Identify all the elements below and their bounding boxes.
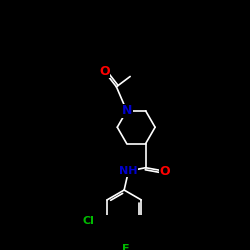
Text: O: O [99,65,110,78]
Text: F: F [122,244,130,250]
Text: O: O [159,165,170,178]
Text: Cl: Cl [82,216,94,226]
Text: NH: NH [119,166,138,176]
Text: N: N [122,104,132,117]
